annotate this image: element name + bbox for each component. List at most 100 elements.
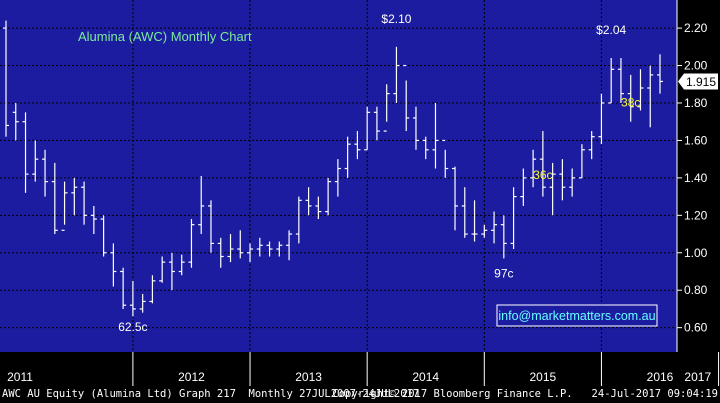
ohlc-bar <box>100 215 107 257</box>
ohlc-bar <box>295 196 302 244</box>
ohlc-bar <box>334 159 341 197</box>
annotation-label: $2.10 <box>381 12 411 26</box>
ohlc-bar <box>627 74 634 122</box>
ohlc-bar <box>481 224 488 238</box>
ohlc-bar <box>373 106 380 141</box>
ohlc-bar <box>139 293 146 313</box>
ohlc-bar <box>383 84 390 132</box>
ohlc-bar <box>325 177 332 216</box>
x-tick-label: 2011 <box>7 370 33 384</box>
watermark-text: info@marketmatters.com.au <box>498 309 655 323</box>
ohlc-bar <box>12 102 19 141</box>
x-tick-label: 2017 <box>684 370 711 384</box>
ohlc-bar <box>657 54 663 94</box>
ohlc-bar <box>198 176 205 235</box>
y-tick-label: 1.20 <box>684 208 708 222</box>
ohlc-bar <box>442 139 449 178</box>
ohlc-bar <box>432 102 439 169</box>
watermark-box: info@marketmatters.com.au <box>496 304 658 327</box>
ohlc-bar <box>276 241 283 257</box>
ohlc-bar <box>637 69 644 111</box>
price-badge-shape <box>678 73 718 90</box>
ohlc-bar <box>510 187 517 250</box>
ohlc-bar <box>403 64 410 132</box>
ohlc-bar <box>188 219 195 268</box>
ohlc-bar <box>539 131 546 197</box>
ohlc-bar <box>247 243 254 263</box>
ohlc-bar <box>286 230 293 261</box>
ohlc-bar <box>461 187 468 238</box>
ohlc-bar <box>491 211 498 244</box>
ohlc-bar <box>549 162 556 216</box>
ohlc-bar <box>81 181 88 225</box>
footer-bar: AWC AU Equity (Alumina Ltd) Graph 217 Mo… <box>0 386 720 403</box>
x-tick-label: 2012 <box>178 370 205 384</box>
ohlc-bar <box>520 168 527 206</box>
ohlc-bar <box>32 140 39 182</box>
ohlc-bar <box>422 136 429 160</box>
ohlc-bar <box>578 144 585 179</box>
x-tick-label: 2016 <box>647 370 674 384</box>
ohlc-bar <box>588 131 595 160</box>
y-tick-label: 1.80 <box>684 96 708 110</box>
y-tick-label: 1.00 <box>684 246 708 260</box>
annotation-label: 36c <box>533 168 552 182</box>
annotation-label: 62.5c <box>118 320 147 334</box>
ohlc-bar <box>237 230 244 259</box>
ohlc-bar <box>159 256 166 283</box>
last-price-badge: 1.915 <box>678 73 718 90</box>
y-tick-label: 1.60 <box>684 133 708 147</box>
ohlc-bar <box>110 243 117 287</box>
ohlc-bar <box>61 181 68 231</box>
annotation-label: 38c <box>621 96 640 110</box>
y-tick-label: 2.00 <box>684 59 708 73</box>
ohlc-bar <box>3 20 9 137</box>
y-tick-label: 2.20 <box>684 21 708 35</box>
ohlc-bar <box>393 46 400 103</box>
x-axis-panel <box>0 352 677 386</box>
ohlc-bar <box>51 162 58 235</box>
ohlc-bar <box>608 58 615 104</box>
ohlc-bar <box>90 205 97 235</box>
ohlc-bar <box>569 168 576 197</box>
price-bars <box>3 20 663 317</box>
ohlc-bar <box>559 159 566 201</box>
annotation-label: 97c <box>494 266 513 280</box>
x-tick-label: 2014 <box>412 370 439 384</box>
y-tick-label: 0.80 <box>684 283 708 297</box>
last-price-label: 1.915 <box>686 75 716 89</box>
ohlc-bar <box>207 200 214 253</box>
x-tick-label: 2013 <box>295 370 322 384</box>
footer-right: Copyright© 2017 Bloomberg Finance L.P. 2… <box>332 388 718 400</box>
chart-title: Alumina (AWC) Monthly Chart <box>78 29 252 44</box>
ohlc-bar <box>471 200 478 242</box>
ohlc-bar <box>42 149 49 197</box>
ohlc-bar <box>500 215 507 259</box>
ohlc-bar <box>178 254 185 276</box>
ohlc-bar <box>266 241 273 257</box>
ohlc-bar <box>598 93 605 145</box>
x-tick-label: 2015 <box>530 370 557 384</box>
ohlc-bar <box>227 234 234 263</box>
ohlc-bar <box>530 149 537 188</box>
y-axis-panel <box>677 0 720 386</box>
ohlc-bar <box>412 106 419 150</box>
ohlc-bar <box>364 106 371 151</box>
ohlc-bar <box>452 166 459 231</box>
x-axis-ticks: 2011 2012 2013 2014 2015 2016 2017 <box>7 352 720 386</box>
annotations: $2.10 $2.04 62.5c 97c 36c 38c <box>118 12 640 334</box>
ohlc-bar <box>168 252 175 291</box>
ohlc-bar <box>120 267 127 309</box>
ohlc-bar <box>217 237 224 268</box>
plot-area <box>0 0 677 352</box>
y-tick-label: 1.40 <box>684 171 708 185</box>
ohlc-bar <box>344 136 351 178</box>
y-axis-ticks: 0.60 0.80 1.00 1.20 1.40 1.60 1.80 2.00 2.20 <box>676 0 708 352</box>
ohlc-bar <box>647 65 654 128</box>
ohlc-bar <box>256 237 263 257</box>
ohlc-bar <box>22 112 29 193</box>
annotation-label: $2.04 <box>596 23 626 37</box>
ohlc-bar <box>129 280 136 317</box>
ohlc-bar <box>315 196 322 220</box>
